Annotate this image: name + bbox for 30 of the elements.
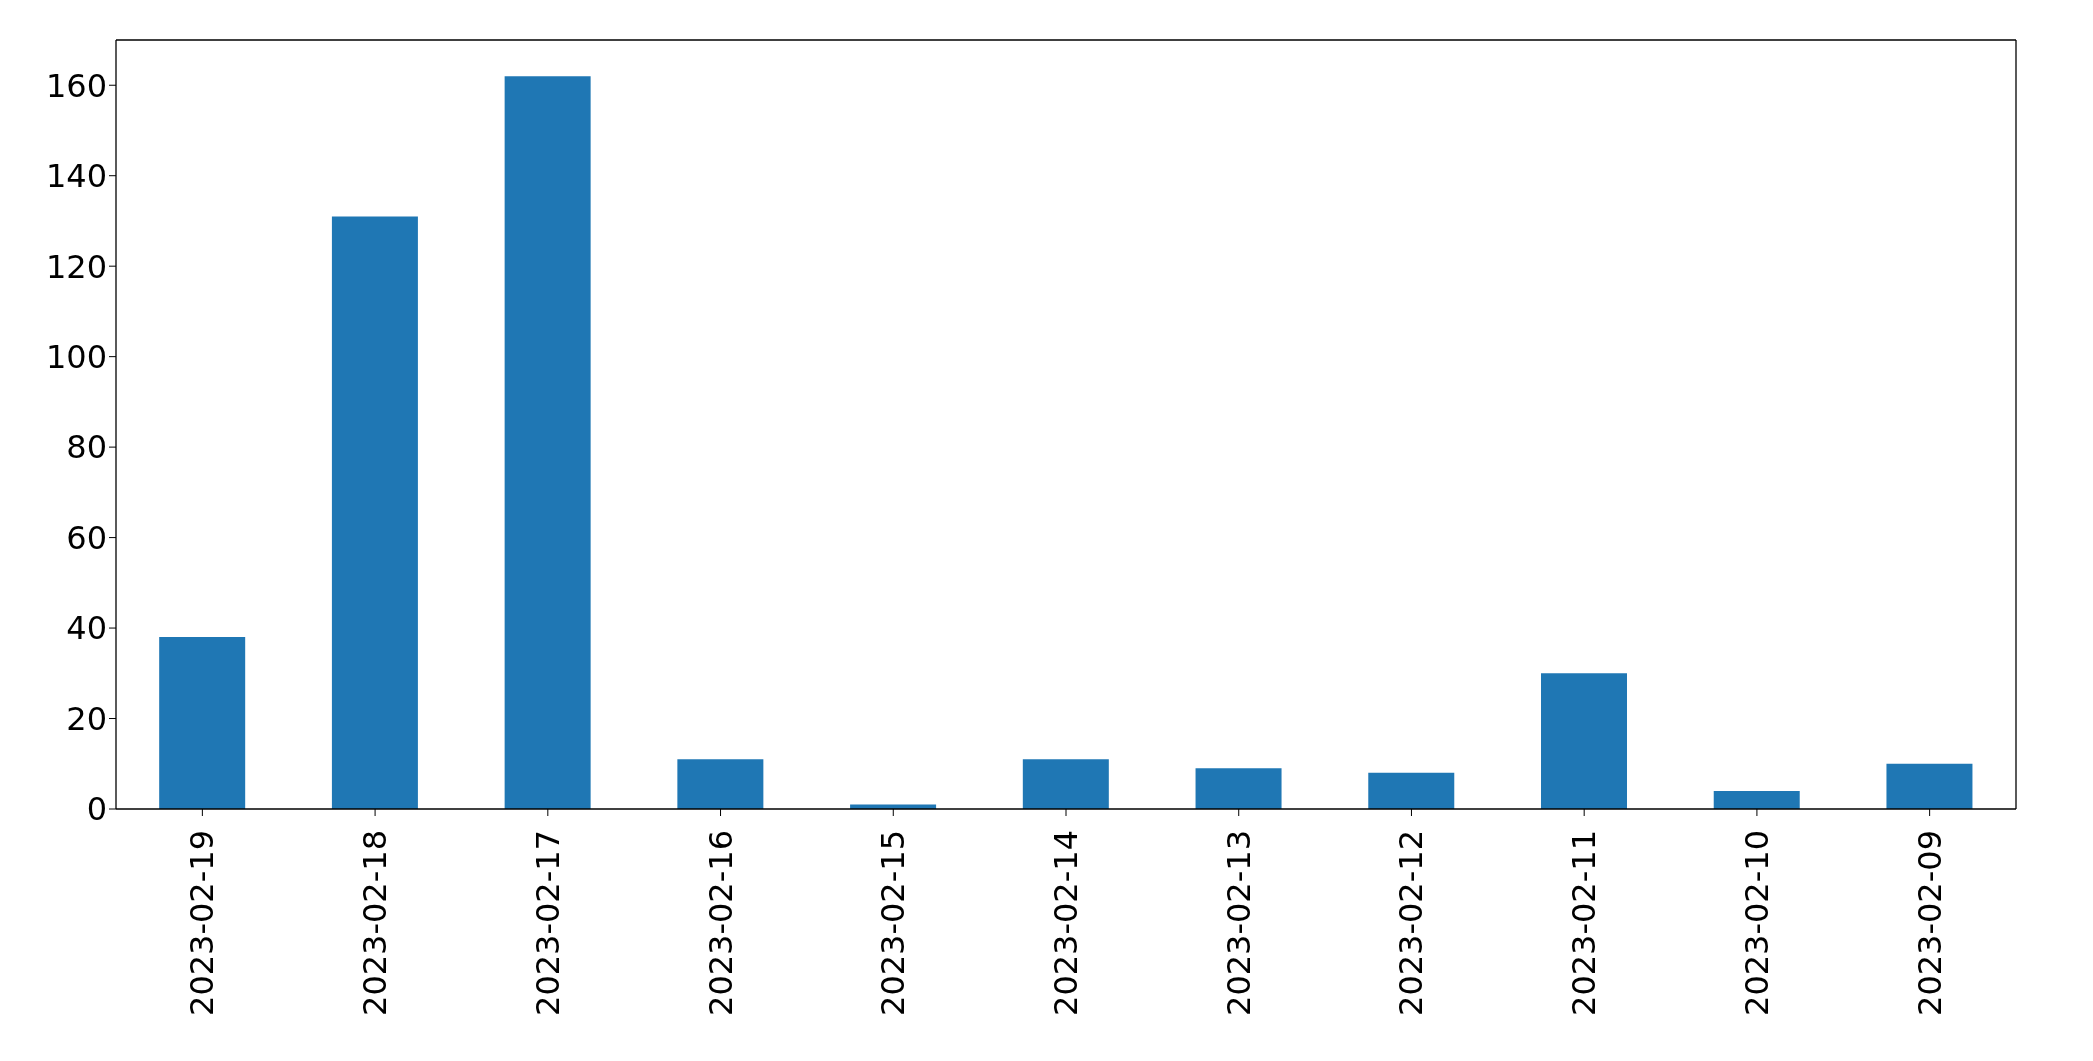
y-tick-label: 80 [66, 428, 107, 467]
x-tick-label: 2023-02-13 [1219, 830, 1258, 1016]
bar [331, 216, 418, 809]
x-tick-label: 2023-02-15 [874, 830, 913, 1016]
x-tick-label: 2023-02-18 [356, 830, 395, 1016]
y-tick-label: 20 [66, 699, 107, 738]
x-tick-label: 2023-02-10 [1737, 830, 1776, 1016]
y-tick-label: 100 [45, 338, 107, 377]
bar [159, 637, 246, 809]
x-tick-label: 2023-02-16 [701, 830, 740, 1016]
bar [1886, 763, 1973, 809]
x-tick-label: 2023-02-19 [183, 830, 222, 1016]
bar [1195, 768, 1282, 809]
y-tick-label: 120 [45, 247, 107, 286]
bar [1713, 790, 1800, 809]
y-tick-label: 60 [66, 518, 107, 557]
x-tick-label: 2023-02-17 [528, 830, 567, 1016]
y-tick-label: 160 [45, 66, 107, 105]
bar [504, 76, 591, 809]
bar [1368, 772, 1455, 809]
x-tick-label: 2023-02-12 [1392, 830, 1431, 1016]
y-tick-label: 0 [86, 790, 107, 829]
y-tick-label: 140 [45, 157, 107, 196]
bar [1022, 759, 1109, 809]
x-tick-label: 2023-02-09 [1910, 830, 1949, 1016]
bar [1541, 673, 1627, 809]
x-tick-label: 2023-02-14 [1047, 830, 1085, 1016]
bar [677, 759, 764, 809]
x-tick-label: 2023-02-11 [1565, 830, 1604, 1016]
y-tick-label: 40 [66, 609, 107, 648]
